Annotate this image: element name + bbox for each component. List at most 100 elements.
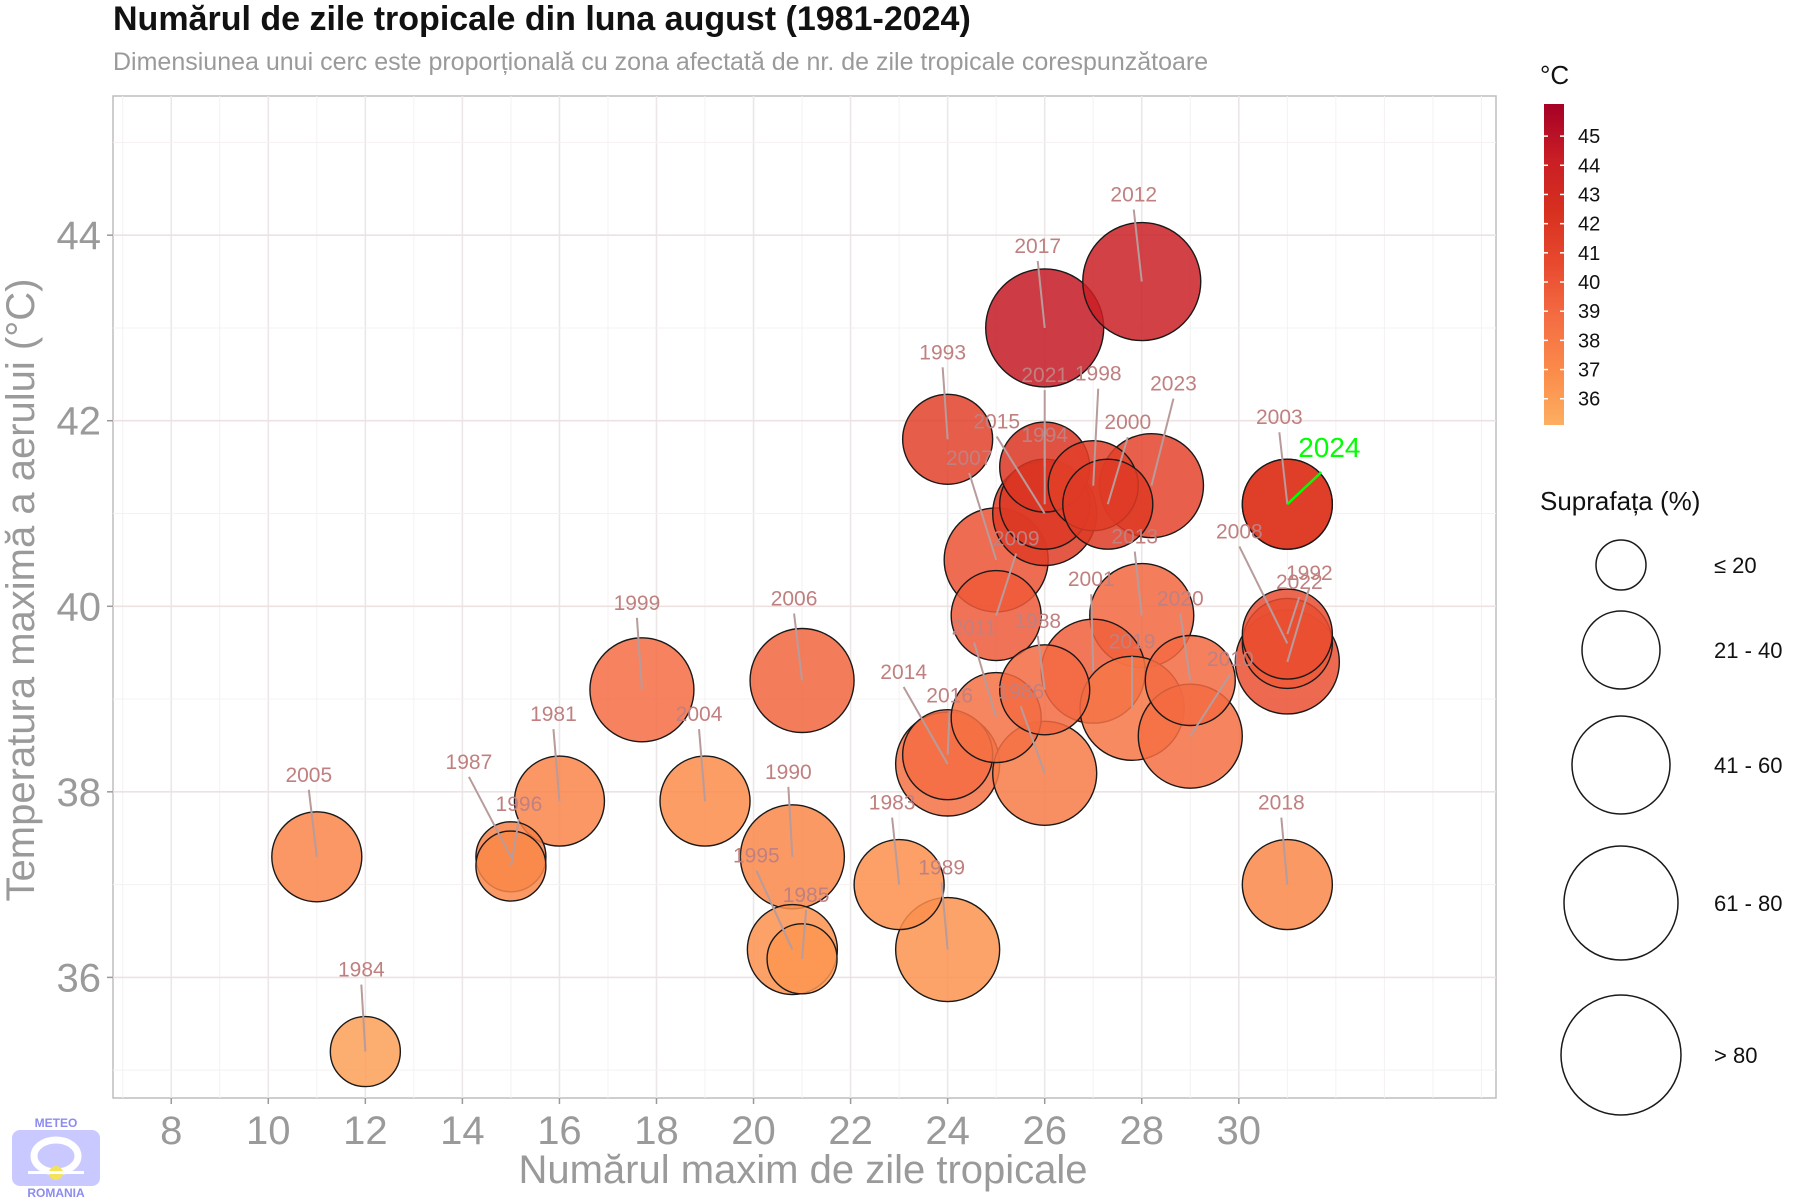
label-leader-1987: [468, 776, 512, 858]
label-leader-2003: [1278, 432, 1289, 505]
label-leader-1996: [509, 818, 520, 867]
label-leader-2001: [1090, 594, 1095, 672]
size-legend-circle: [1560, 994, 1682, 1116]
label-leader-1984: [360, 984, 367, 1052]
size-legend-circle: [1563, 845, 1679, 961]
point-label-2014: 2014: [880, 661, 927, 684]
point-label-1983: 1983: [869, 792, 916, 815]
point-label-2020: 2020: [1157, 588, 1204, 611]
point-label-2011: 2011: [952, 617, 997, 640]
label-leader-1986: [1019, 705, 1046, 774]
label-leader-1988: [1036, 635, 1046, 690]
size-legend-circle: [1595, 539, 1647, 591]
x-tick-label: 8: [160, 1109, 182, 1153]
point-label-2017: 2017: [1014, 235, 1061, 258]
axes: 8 10 12 14 16 18 20 22 24 26 28 30 36 38 40 42 44: [57, 214, 1262, 1153]
chart-subtitle: Dimensiunea unui cerc este proporțională…: [113, 48, 1209, 76]
point-label-2022: 2022: [1276, 571, 1323, 594]
size-legend-label: 21 - 40: [1714, 638, 1783, 663]
x-tick-label: 14: [440, 1109, 485, 1153]
label-leader-2018: [1280, 817, 1289, 885]
label-leader-2016: [946, 710, 951, 755]
point-1996: [475, 830, 547, 902]
size-legend-label: 41 - 60: [1714, 753, 1783, 778]
label-leader-1999: [635, 617, 643, 690]
color-bar-label: 39: [1578, 301, 1600, 323]
point-label-2023: 2023: [1150, 373, 1197, 396]
label-leader-2008: [1238, 545, 1289, 644]
point-label-2009: 2009: [993, 528, 1040, 551]
label-leader-1993: [941, 367, 949, 440]
y-tick-label: 36: [57, 956, 102, 1000]
point-label-2013: 2013: [1111, 526, 1158, 549]
label-leader-2014: [902, 686, 949, 765]
x-axis-label: Numărul maxim de zile tropicale: [518, 1148, 1087, 1192]
point-label-2006: 2006: [771, 588, 818, 611]
label-leader-2011: [973, 642, 998, 718]
point-label-2015: 2015: [973, 411, 1020, 434]
label-leader-2009: [995, 553, 1018, 616]
x-tick-label: 28: [1120, 1109, 1165, 1153]
label-leader-2005: [307, 789, 318, 857]
point-label-2021: 2021: [1021, 364, 1068, 387]
x-tick-label: 16: [537, 1109, 582, 1153]
color-bar: [1544, 104, 1564, 425]
meteo-romania-logo: METEO ROMANIA: [12, 1116, 100, 1200]
label-leader-1998: [1092, 388, 1100, 486]
label-leader-2010: [1189, 673, 1232, 737]
point-label-1999: 1999: [614, 592, 661, 615]
color-bar-label: 42: [1578, 214, 1600, 236]
point-label-1981: 1981: [530, 703, 577, 726]
y-tick-label: 38: [57, 771, 102, 815]
label-leader-2004: [698, 729, 707, 802]
size-legend-label: 61 - 80: [1714, 891, 1783, 916]
label-leader-2023: [1150, 398, 1175, 486]
label-leader-2000: [1106, 436, 1129, 505]
point-label-1992: 1992: [1286, 562, 1333, 585]
x-tick-label: 24: [925, 1109, 970, 1153]
label-leader-2017: [1036, 260, 1046, 329]
color-bar-label: 38: [1578, 330, 1600, 352]
point-label-1995: 1995: [733, 845, 780, 868]
label-leader-1985: [801, 909, 808, 959]
point-label-2004: 2004: [676, 703, 723, 726]
point-label-1985: 1985: [783, 884, 830, 907]
label-leader-2006: [793, 613, 804, 681]
label-leader-2012: [1132, 209, 1143, 282]
color-bar-label: 36: [1578, 389, 1600, 411]
point-label-1986: 1986: [997, 680, 1044, 703]
label-leader-2024: [1286, 471, 1323, 506]
x-tick-label: 30: [1217, 1109, 1262, 1153]
point-label-1996: 1996: [496, 793, 543, 816]
point-label-2012: 2012: [1110, 184, 1157, 207]
point-label-2008: 2008: [1216, 520, 1263, 543]
label-leader-2007: [968, 472, 998, 561]
label-leader-1989: [940, 882, 949, 950]
point-label-1993: 1993: [919, 341, 966, 364]
point-label-1988: 1988: [1014, 610, 1061, 633]
point-label-1989: 1989: [918, 857, 965, 880]
y-axis-label: Temperatura maximă a aerului (°C): [0, 279, 43, 902]
point-label-2016: 2016: [926, 685, 973, 708]
color-bar-label: 37: [1578, 360, 1600, 382]
x-tick-label: 22: [828, 1109, 873, 1153]
x-tick-label: 20: [731, 1109, 776, 1153]
color-legend-title: °C: [1540, 60, 1569, 90]
x-tick-label: 10: [246, 1109, 291, 1153]
label-leader-2020: [1179, 613, 1192, 681]
y-tick-label: 42: [57, 400, 102, 444]
chart-title: Numărul de zile tropicale din luna augus…: [113, 0, 971, 38]
point-label-2001: 2001: [1068, 568, 1115, 591]
point-label-2019: 2019: [1109, 630, 1156, 653]
logo-bottom-text: ROMANIA: [27, 1186, 85, 1200]
grid-lines: [113, 96, 1496, 1098]
y-tick-label: 44: [57, 214, 102, 258]
size-legend-label: > 80: [1714, 1043, 1757, 1068]
point-label-1990: 1990: [765, 761, 812, 784]
point-label-1984: 1984: [338, 959, 385, 982]
color-bar-label: 40: [1578, 272, 1600, 294]
point-label-1987: 1987: [446, 751, 493, 774]
color-bar-label: 41: [1578, 243, 1600, 265]
